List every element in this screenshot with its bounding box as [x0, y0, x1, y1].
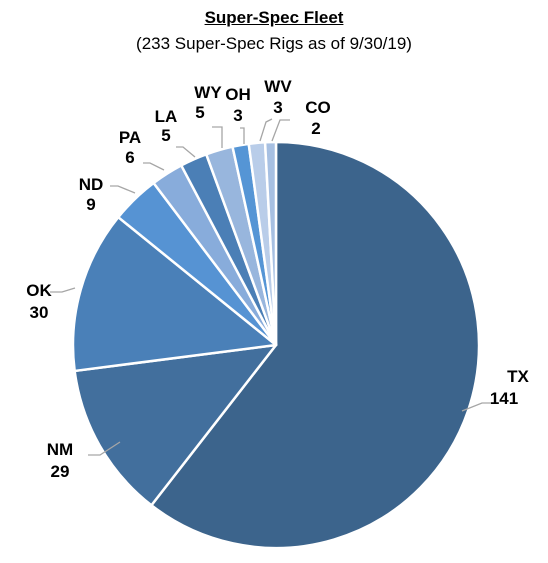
leader-line-wy [212, 126, 223, 148]
leader-line-nm [88, 441, 121, 456]
leader-lines [50, 118, 494, 456]
pie-slice-co [263, 140, 278, 347]
slice-value-pa: 6 [125, 148, 134, 167]
pie-slices [71, 140, 481, 550]
slice-value-co: 2 [311, 119, 320, 138]
pie-slice-tx [150, 140, 481, 550]
slice-value-ok: 30 [30, 303, 49, 322]
slice-label-co: CO [305, 98, 331, 117]
slice-value-wv: 3 [273, 98, 282, 117]
leader-line-pa [143, 162, 165, 171]
leader-line-wv [259, 118, 273, 142]
slice-label-wy: WY [194, 83, 222, 102]
slice-label-oh: OH [225, 85, 251, 104]
chart-title: Super-Spec Fleet [204, 8, 344, 27]
slice-label-nd: ND [79, 175, 104, 194]
slice-value-wy: 5 [195, 103, 204, 122]
slice-label-nm: NM [47, 440, 73, 459]
slice-label-pa: PA [119, 128, 141, 147]
slice-label-tx: TX [507, 367, 529, 386]
leader-line-tx [461, 402, 494, 412]
leader-line-ok [50, 287, 76, 293]
slice-value-nd: 9 [86, 195, 95, 214]
leader-line-la [176, 146, 196, 158]
leader-line-nd [110, 185, 136, 194]
slice-value-la: 5 [161, 126, 170, 145]
pie-slice-nm [73, 343, 278, 507]
slice-label-ok: OK [26, 281, 52, 300]
leader-line-co [271, 119, 290, 142]
chart-subtitle: (233 Super-Spec Rigs as of 9/30/19) [136, 34, 412, 53]
slice-label-wv: WV [264, 77, 292, 96]
slice-value-nm: 29 [51, 462, 70, 481]
leader-line-oh [240, 127, 245, 144]
pie-slice-ok [71, 215, 278, 373]
slice-label-la: LA [155, 107, 178, 126]
slice-value-tx: 141 [490, 389, 518, 408]
slice-value-oh: 3 [233, 106, 242, 125]
